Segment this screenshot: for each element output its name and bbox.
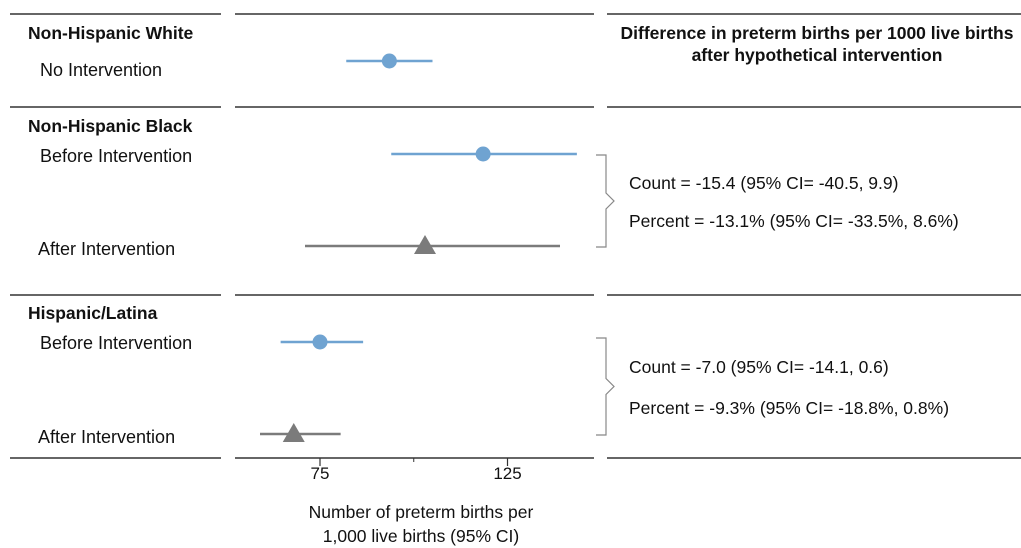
estimate-triangle-1-1: [414, 235, 436, 254]
x-axis-label-line1: Number of preterm births per: [308, 502, 534, 522]
x-axis-label: Number of preterm births per 1,000 live …: [236, 500, 606, 548]
bracket-group-1: [596, 154, 615, 248]
difference-header: Difference in preterm births per 1000 li…: [620, 23, 1014, 65]
row-label-black-before: Before Intervention: [40, 146, 193, 166]
x-axis-label-line2: 1,000 live births (95% CI): [322, 526, 520, 546]
group-header-black: Non-Hispanic Black: [28, 116, 193, 136]
group-header-hispanic: Hispanic/Latina: [28, 303, 158, 323]
difference-percent-hispanic: Percent = -9.3% (95% CI= -18.8%, 0.8%): [629, 398, 950, 418]
row-label-white-no-intervention: No Intervention: [40, 60, 163, 80]
row-label-hispanic-before: Before Intervention: [40, 333, 193, 353]
group-header-white: Non-Hispanic White: [28, 23, 194, 43]
estimate-triangle-2-1: [282, 423, 305, 442]
difference-count-black: Count = -15.4 (95% CI= -40.5, 9.9): [629, 173, 899, 193]
estimate-circle-2-0: [312, 334, 328, 350]
estimate-circle-0-0: [381, 53, 397, 69]
x-tick-label-75: 75: [310, 464, 330, 483]
estimate-circle-1-0: [475, 146, 491, 162]
row-label-black-after: After Intervention: [38, 239, 176, 259]
row-label-hispanic-after: After Intervention: [38, 427, 176, 447]
bracket-group-2: [596, 337, 615, 436]
difference-percent-black: Percent = -13.1% (95% CI= -33.5%, 8.6%): [629, 211, 959, 231]
x-tick-label-125: 125: [493, 464, 522, 483]
difference-count-hispanic: Count = -7.0 (95% CI= -14.1, 0.6): [629, 357, 889, 377]
